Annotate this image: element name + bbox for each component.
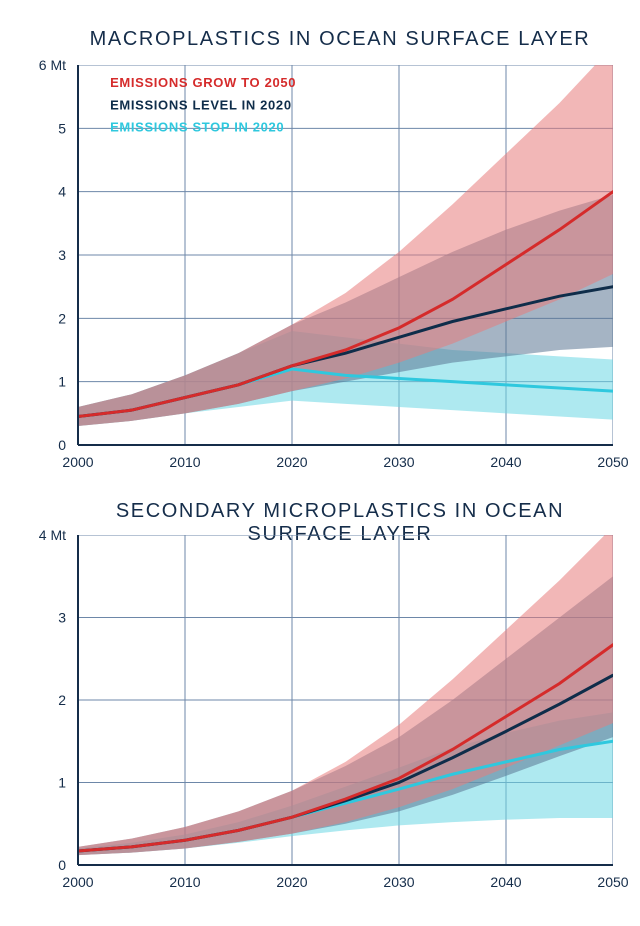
y-tick-label: 0: [58, 437, 66, 453]
x-tick-label: 2040: [490, 874, 521, 890]
chart1-svg: 2000 2010 2020 2030 2040 2050 0 1 2 3 4 5 6 Mt EMISSI…: [18, 55, 628, 485]
x-tick-label: 2030: [383, 874, 414, 890]
x-tick-label: 2010: [169, 874, 200, 890]
legend-item-stop: EMISSIONS STOP IN 2020: [110, 120, 284, 135]
x-tick-label: 2010: [169, 454, 200, 470]
y-tick-label: 4: [58, 184, 66, 200]
chart1-title: MACROPLASTICS IN OCEAN SURFACE LAYER: [60, 28, 620, 51]
x-tick-label: 2050: [597, 874, 628, 890]
y-tick-label: 2: [58, 692, 66, 708]
x-tick-label: 2030: [383, 454, 414, 470]
y-tick-label: 2: [58, 310, 66, 326]
x-tick-label: 2020: [276, 874, 307, 890]
y-tick-label: 4 Mt: [39, 527, 66, 543]
x-tick-label: 2040: [490, 454, 521, 470]
y-tick-label: 6 Mt: [39, 57, 66, 73]
y-tick-label: 3: [58, 610, 66, 626]
y-tick-label: 3: [58, 247, 66, 263]
x-tick-label: 2050: [597, 454, 628, 470]
y-tick-label: 1: [58, 374, 66, 390]
x-tick-label: 2020: [276, 454, 307, 470]
x-tick-label: 2000: [62, 454, 93, 470]
y-tick-label: 1: [58, 775, 66, 791]
legend-item-level: EMISSIONS LEVEL IN 2020: [110, 97, 292, 112]
x-tick-label: 2000: [62, 874, 93, 890]
chart2-svg: 2000 2010 2020 2030 2040 2050 0 1 2 3 4 Mt: [18, 525, 628, 905]
y-tick-label: 0: [58, 857, 66, 873]
legend-item-grow: EMISSIONS GROW TO 2050: [110, 75, 296, 90]
y-tick-label: 5: [58, 120, 66, 136]
